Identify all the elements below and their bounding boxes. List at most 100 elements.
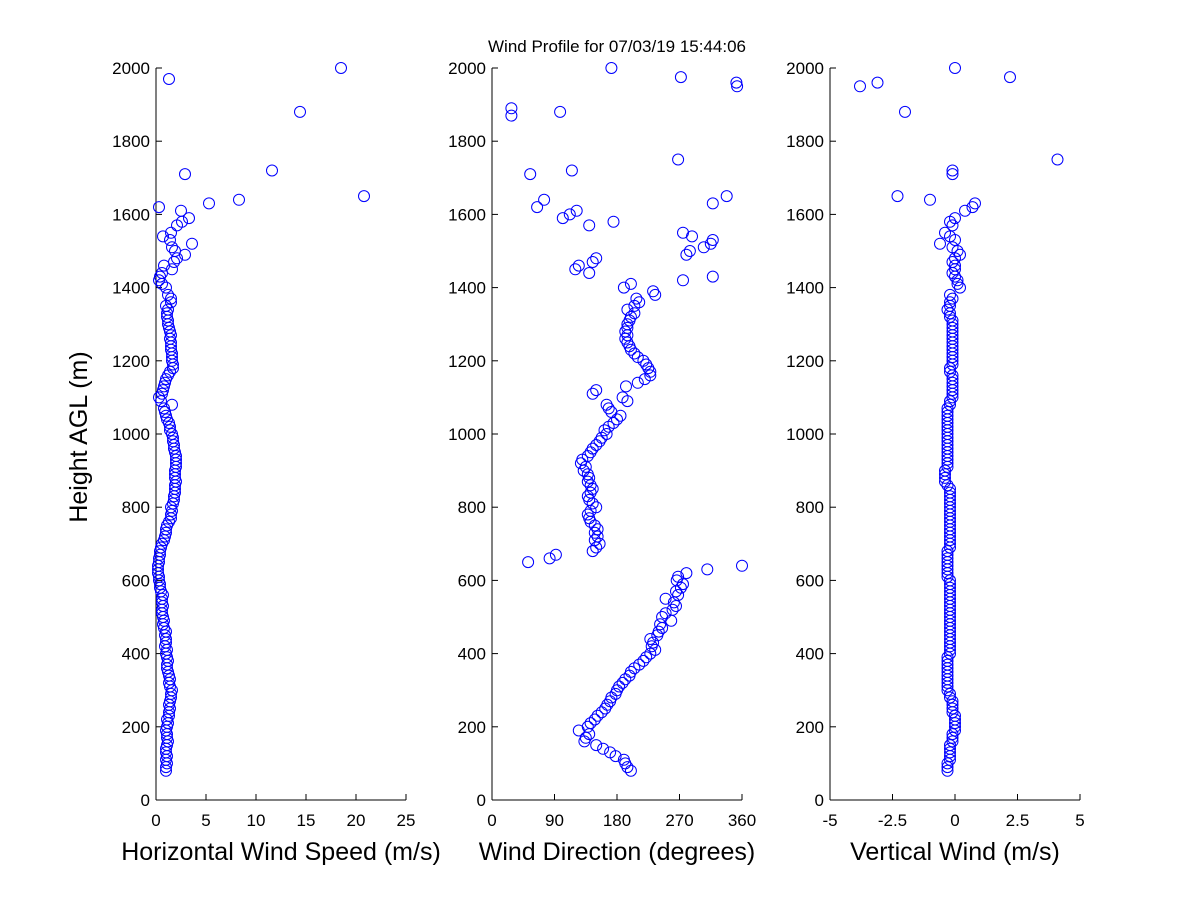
- direction-data-point: [613, 680, 626, 693]
- speed-x-tick-label: 20: [347, 811, 366, 830]
- direction-data-point: [680, 567, 693, 580]
- speed-x-tick-label: 25: [397, 811, 416, 830]
- direction-data-point: [543, 552, 556, 565]
- direction-data-point: [656, 611, 669, 623]
- vertical-data-point: [966, 201, 979, 214]
- vertical-data-point: [954, 281, 966, 294]
- direction-data-point: [644, 369, 657, 382]
- vertical-data-point: [899, 105, 911, 118]
- direction-data-point: [624, 277, 637, 290]
- speed-x-tick-label: 10: [247, 811, 266, 830]
- direction-data-point: [659, 607, 672, 620]
- direction-data-point: [617, 753, 630, 766]
- direction-y-tick-label: 2000: [448, 59, 486, 78]
- speed-data-point: [163, 73, 175, 85]
- speed-data-point: [179, 168, 191, 181]
- speed-data-point: [157, 230, 169, 243]
- direction-x-tick-label: 360: [728, 811, 756, 830]
- direction-data-point: [731, 80, 744, 93]
- vertical-data-point: [946, 318, 959, 331]
- vertical-data-point: [946, 373, 959, 386]
- direction-data-point: [672, 153, 685, 166]
- vertical-data-point: [946, 702, 959, 715]
- speed-y-tick-label: 600: [122, 571, 150, 590]
- direction-data-point: [672, 589, 685, 601]
- vertical-data-point: [871, 76, 884, 89]
- speed-y-tick-label: 800: [122, 498, 150, 517]
- direction-data-point: [621, 303, 634, 316]
- vertical-data-point: [959, 204, 971, 217]
- direction-data-point: [605, 62, 618, 74]
- direction-data-point: [572, 259, 585, 272]
- direction-y-tick-label: 1200: [448, 352, 486, 371]
- vertical-data-point: [941, 651, 954, 664]
- vertical-data-point: [944, 486, 956, 499]
- direction-data-point: [647, 285, 660, 298]
- speed-data-point: [266, 164, 278, 177]
- speed-data-point: [165, 226, 177, 239]
- vertical-data-point: [941, 764, 954, 777]
- vertical-data-point: [946, 168, 959, 181]
- vertical-data-point: [941, 548, 954, 561]
- direction-y-tick-label: 400: [458, 645, 486, 664]
- speed-points: [152, 62, 370, 777]
- direction-data-point: [674, 581, 687, 594]
- vertical-data-point: [949, 62, 961, 74]
- vertical-y-tick-label: 600: [796, 571, 824, 590]
- direction-data-point: [593, 435, 606, 448]
- vertical-data-point: [1051, 153, 1064, 166]
- vertical-y-tick-label: 0: [815, 791, 824, 810]
- speed-y-tick-label: 1600: [112, 205, 150, 224]
- vertical-data-point: [941, 654, 954, 667]
- direction-data-point: [588, 534, 601, 547]
- vertical-y-tick-label: 200: [796, 718, 824, 737]
- direction-data-point: [591, 530, 604, 543]
- direction-data-point: [617, 281, 630, 294]
- speed-data-point: [166, 398, 178, 411]
- speed-data-point: [166, 263, 178, 276]
- speed-data-point: [165, 292, 177, 305]
- speed-data-point: [183, 212, 195, 225]
- direction-data-point: [584, 479, 597, 492]
- figure-title: Wind Profile for 07/03/19 15:44:06: [488, 37, 746, 56]
- direction-data-point: [586, 442, 599, 455]
- vertical-y-tick-label: 1800: [786, 132, 824, 151]
- vertical-y-tick-label: 800: [796, 498, 824, 517]
- direction-data-point: [640, 358, 653, 371]
- direction-data-point: [590, 501, 603, 514]
- direction-data-point: [581, 468, 594, 481]
- direction-data-point: [586, 256, 599, 268]
- direction-data-point: [666, 603, 679, 616]
- vertical-data-point: [939, 226, 951, 239]
- direction-data-point: [505, 109, 518, 122]
- direction-data-point: [633, 658, 646, 671]
- direction-y-tick-label: 1800: [448, 132, 486, 151]
- speed-x-axis-label: Horizontal Wind Speed (m/s): [121, 838, 441, 866]
- direction-data-point: [584, 717, 597, 730]
- vertical-data-point: [934, 237, 946, 250]
- vertical-data-point: [949, 259, 961, 272]
- vertical-data-point: [944, 691, 956, 704]
- direction-data-point: [633, 296, 646, 309]
- direction-data-point: [674, 71, 687, 84]
- vertical-data-point: [941, 658, 954, 671]
- vertical-x-axis-label: Vertical Wind (m/s): [850, 838, 1060, 866]
- vertical-data-point: [946, 695, 959, 708]
- speed-data-point: [160, 281, 172, 294]
- direction-data-point: [616, 676, 629, 689]
- direction-y-tick-label: 200: [458, 718, 486, 737]
- speed-y-tick-label: 400: [122, 645, 150, 664]
- direction-data-point: [637, 654, 650, 667]
- direction-data-point: [600, 398, 613, 411]
- vertical-data-point: [946, 731, 959, 744]
- vertical-data-point: [944, 739, 956, 752]
- speed-data-point: [175, 204, 187, 217]
- speed-data-point: [294, 105, 306, 118]
- vertical-data-point: [941, 409, 954, 422]
- panel-speed: 0 200 400 600 800 1000 1200 1400 1600 1800 2000 0 5 1…: [112, 59, 441, 866]
- vertical-data-point: [946, 256, 959, 268]
- direction-data-point: [588, 713, 601, 726]
- direction-y-tick-label: 1400: [448, 279, 486, 298]
